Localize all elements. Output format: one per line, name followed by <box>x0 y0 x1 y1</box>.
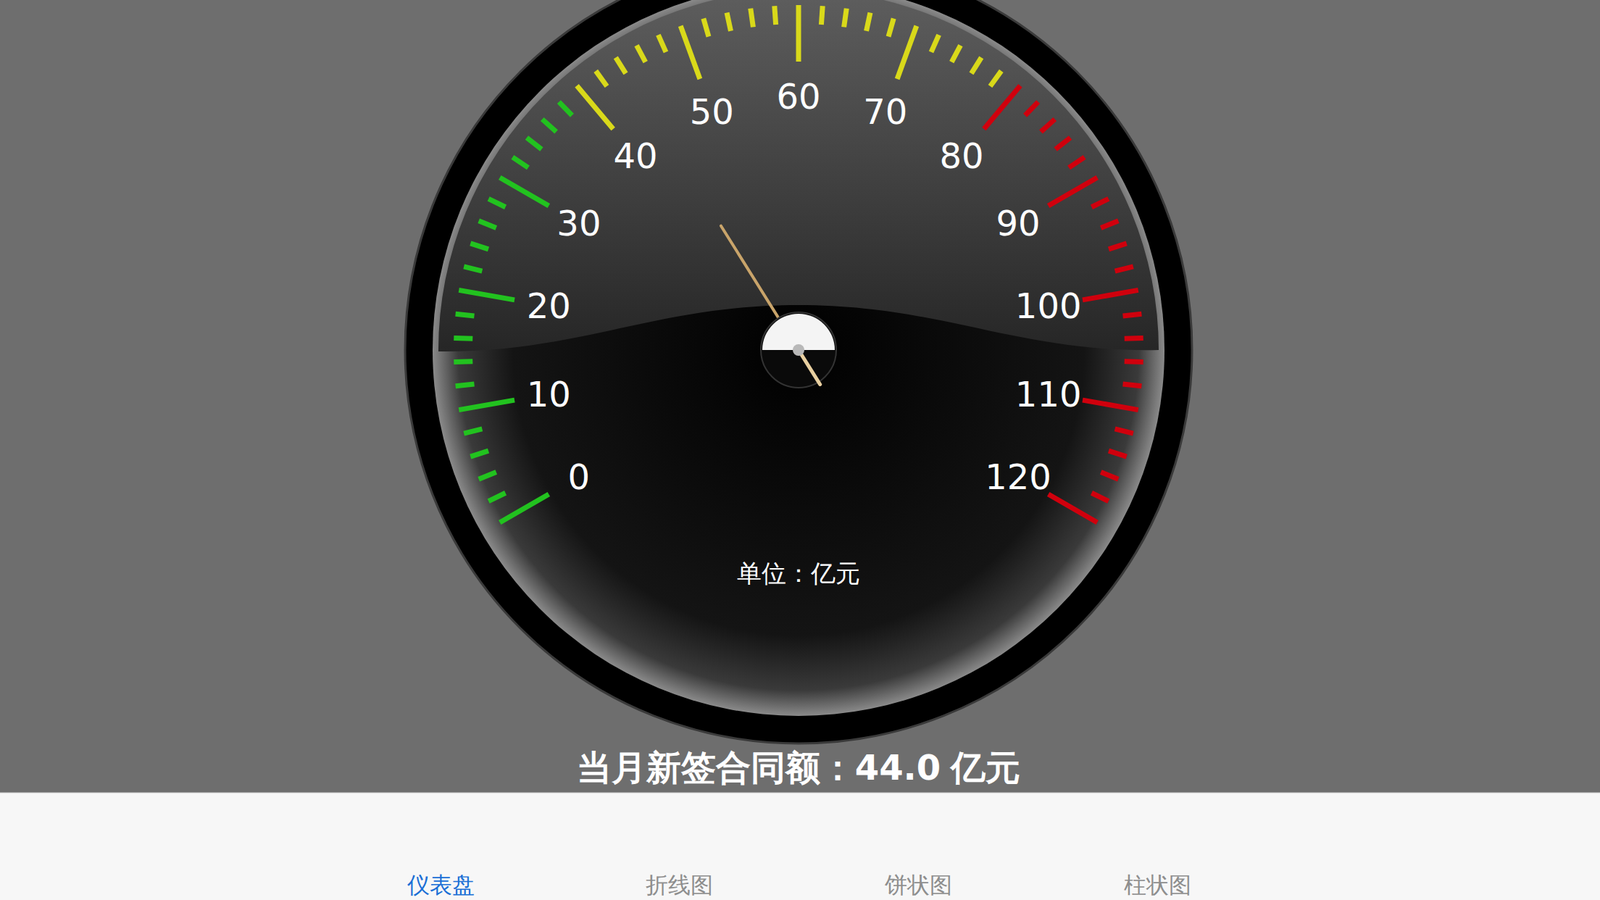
minor-tick <box>455 313 475 316</box>
unit-label: 单位：亿元 <box>736 558 861 588</box>
minor-tick <box>463 266 482 272</box>
minor-tick <box>821 5 823 25</box>
tick-label: 70 <box>863 91 908 132</box>
tick-label: 50 <box>689 91 735 132</box>
tick-label: 0 <box>568 456 591 498</box>
minor-tick <box>1040 118 1055 132</box>
minor-tick <box>455 384 475 387</box>
minor-tick <box>1115 428 1134 434</box>
dial-gloss <box>438 0 1159 352</box>
minor-tick <box>726 12 731 31</box>
major-tick <box>984 85 1021 129</box>
minor-tick <box>703 18 709 37</box>
minor-tick <box>951 45 961 63</box>
minor-tick <box>558 102 572 116</box>
minor-tick <box>478 221 497 229</box>
tick-label: 40 <box>613 135 658 177</box>
major-tick <box>1048 494 1098 523</box>
minor-tick <box>1108 243 1127 250</box>
minor-tick <box>1091 492 1108 501</box>
minor-tick <box>866 12 871 31</box>
minor-tick <box>1025 102 1039 116</box>
minor-tick <box>453 358 473 365</box>
minor-tick <box>1100 472 1119 480</box>
tick-label: 110 <box>1015 373 1082 415</box>
major-tick <box>576 85 614 129</box>
tick-label: 60 <box>776 76 821 117</box>
minor-tick <box>774 5 777 25</box>
minor-tick <box>1124 335 1144 342</box>
minor-tick <box>595 71 607 87</box>
major-tick <box>458 289 515 300</box>
tick-label: 20 <box>526 285 572 327</box>
minor-tick <box>888 18 894 37</box>
caption-unit: 亿元 <box>949 747 1021 788</box>
major-tick <box>1082 289 1139 300</box>
minor-tick <box>526 137 542 150</box>
tab[interactable]: 柱状图 <box>1123 871 1192 898</box>
tab[interactable]: 仪表盘 <box>407 871 475 898</box>
minor-tick <box>1124 358 1144 365</box>
minor-tick <box>971 57 982 74</box>
dial-face <box>432 0 1165 716</box>
minor-tick <box>931 34 940 53</box>
tab-bar <box>0 792 1600 900</box>
caption-label: 当月新签合同额： <box>576 747 856 788</box>
minor-tick <box>1055 137 1071 150</box>
tick-label: 100 <box>1015 285 1082 327</box>
major-tick <box>1082 400 1139 411</box>
tick-label: 10 <box>526 373 572 415</box>
minor-tick <box>636 45 646 63</box>
minor-tick <box>1123 384 1143 387</box>
minor-tick <box>488 492 506 501</box>
hub <box>760 312 837 388</box>
major-tick <box>1048 177 1098 206</box>
major-tick <box>897 26 917 79</box>
needle-tail <box>798 350 821 385</box>
minor-tick <box>1108 450 1127 457</box>
minor-tick <box>1091 198 1108 207</box>
minor-tick <box>463 428 482 434</box>
hub-pin <box>792 344 805 356</box>
major-tick <box>500 494 550 523</box>
caption-value: 44.0 <box>855 747 941 788</box>
minor-tick <box>990 71 1002 87</box>
major-tick <box>680 26 700 79</box>
minor-tick <box>750 8 754 28</box>
minor-tick <box>615 57 627 74</box>
minor-tick <box>542 118 556 132</box>
minor-tick <box>1068 157 1085 169</box>
tick-label: 90 <box>996 202 1041 244</box>
major-tick <box>500 177 550 206</box>
minor-tick <box>470 243 489 250</box>
minor-tick <box>453 335 473 342</box>
major-tick <box>796 5 802 62</box>
page: 0 10 20 30 40 50 60 70 80 90 100 110 120 单位：亿元当月新签合同额… <box>0 0 1600 900</box>
minor-tick <box>1100 221 1119 229</box>
minor-tick <box>512 157 529 169</box>
scale: 0 10 20 30 40 50 60 70 80 90 100 110 120 <box>453 5 1143 523</box>
minor-tick <box>470 450 489 457</box>
major-tick <box>458 400 515 411</box>
minor-tick <box>478 472 497 480</box>
tab[interactable]: 折线图 <box>645 871 714 898</box>
tab-bar-border <box>0 792 1600 794</box>
tick-label: 80 <box>939 135 984 177</box>
tick-label: 30 <box>556 202 601 244</box>
tick-label: 120 <box>984 456 1052 498</box>
tab[interactable]: 饼状图 <box>884 871 953 898</box>
minor-tick <box>1115 266 1134 272</box>
minor-tick <box>657 34 666 53</box>
caption: 当月新签合同额：44.0亿元 <box>576 747 1021 788</box>
minor-tick <box>844 8 848 28</box>
bezel <box>405 0 1193 744</box>
minor-tick <box>488 198 506 207</box>
minor-tick <box>1123 313 1143 316</box>
